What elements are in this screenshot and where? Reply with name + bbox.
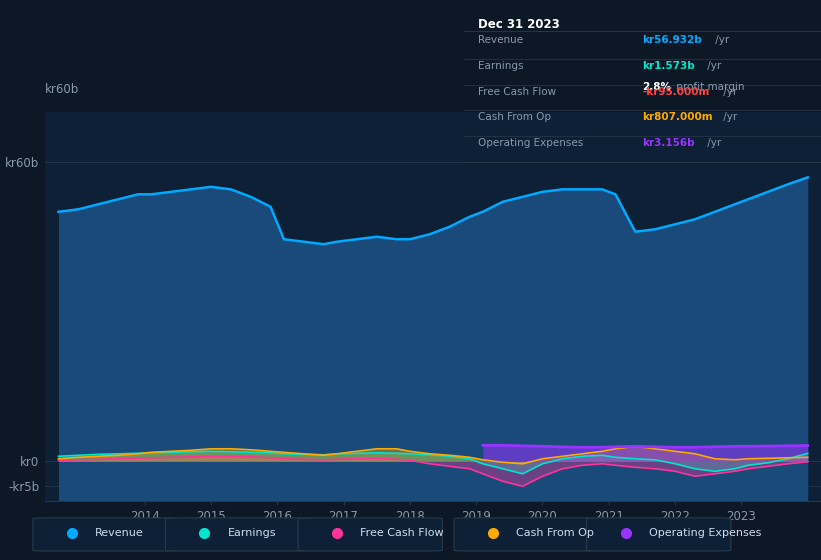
FancyBboxPatch shape	[298, 518, 443, 551]
Text: kr1.573b: kr1.573b	[643, 61, 695, 71]
FancyBboxPatch shape	[33, 518, 177, 551]
Text: kr807.000m: kr807.000m	[643, 112, 713, 122]
Text: /yr: /yr	[712, 35, 729, 45]
Text: kr56.932b: kr56.932b	[643, 35, 702, 45]
Text: Earnings: Earnings	[478, 61, 524, 71]
Text: Revenue: Revenue	[95, 529, 144, 538]
Text: /yr: /yr	[704, 61, 722, 71]
Text: 2.8%: 2.8%	[643, 82, 672, 92]
Text: Cash From Op: Cash From Op	[516, 529, 594, 538]
Text: profit margin: profit margin	[673, 82, 745, 92]
Text: kr3.156b: kr3.156b	[643, 138, 695, 148]
FancyBboxPatch shape	[166, 518, 310, 551]
Text: Cash From Op: Cash From Op	[478, 112, 551, 122]
Text: Operating Expenses: Operating Expenses	[478, 138, 584, 148]
Text: /yr: /yr	[704, 138, 722, 148]
FancyBboxPatch shape	[586, 518, 731, 551]
Text: /yr: /yr	[719, 112, 736, 122]
FancyBboxPatch shape	[454, 518, 599, 551]
Text: Earnings: Earnings	[228, 529, 277, 538]
Text: Free Cash Flow: Free Cash Flow	[360, 529, 444, 538]
Text: Operating Expenses: Operating Expenses	[649, 529, 761, 538]
Text: kr60b: kr60b	[45, 83, 80, 96]
Text: -kr95.000m: -kr95.000m	[643, 87, 710, 96]
Text: Revenue: Revenue	[478, 35, 523, 45]
Text: Free Cash Flow: Free Cash Flow	[478, 87, 557, 96]
Text: /yr: /yr	[719, 87, 736, 96]
Text: Dec 31 2023: Dec 31 2023	[478, 18, 560, 31]
